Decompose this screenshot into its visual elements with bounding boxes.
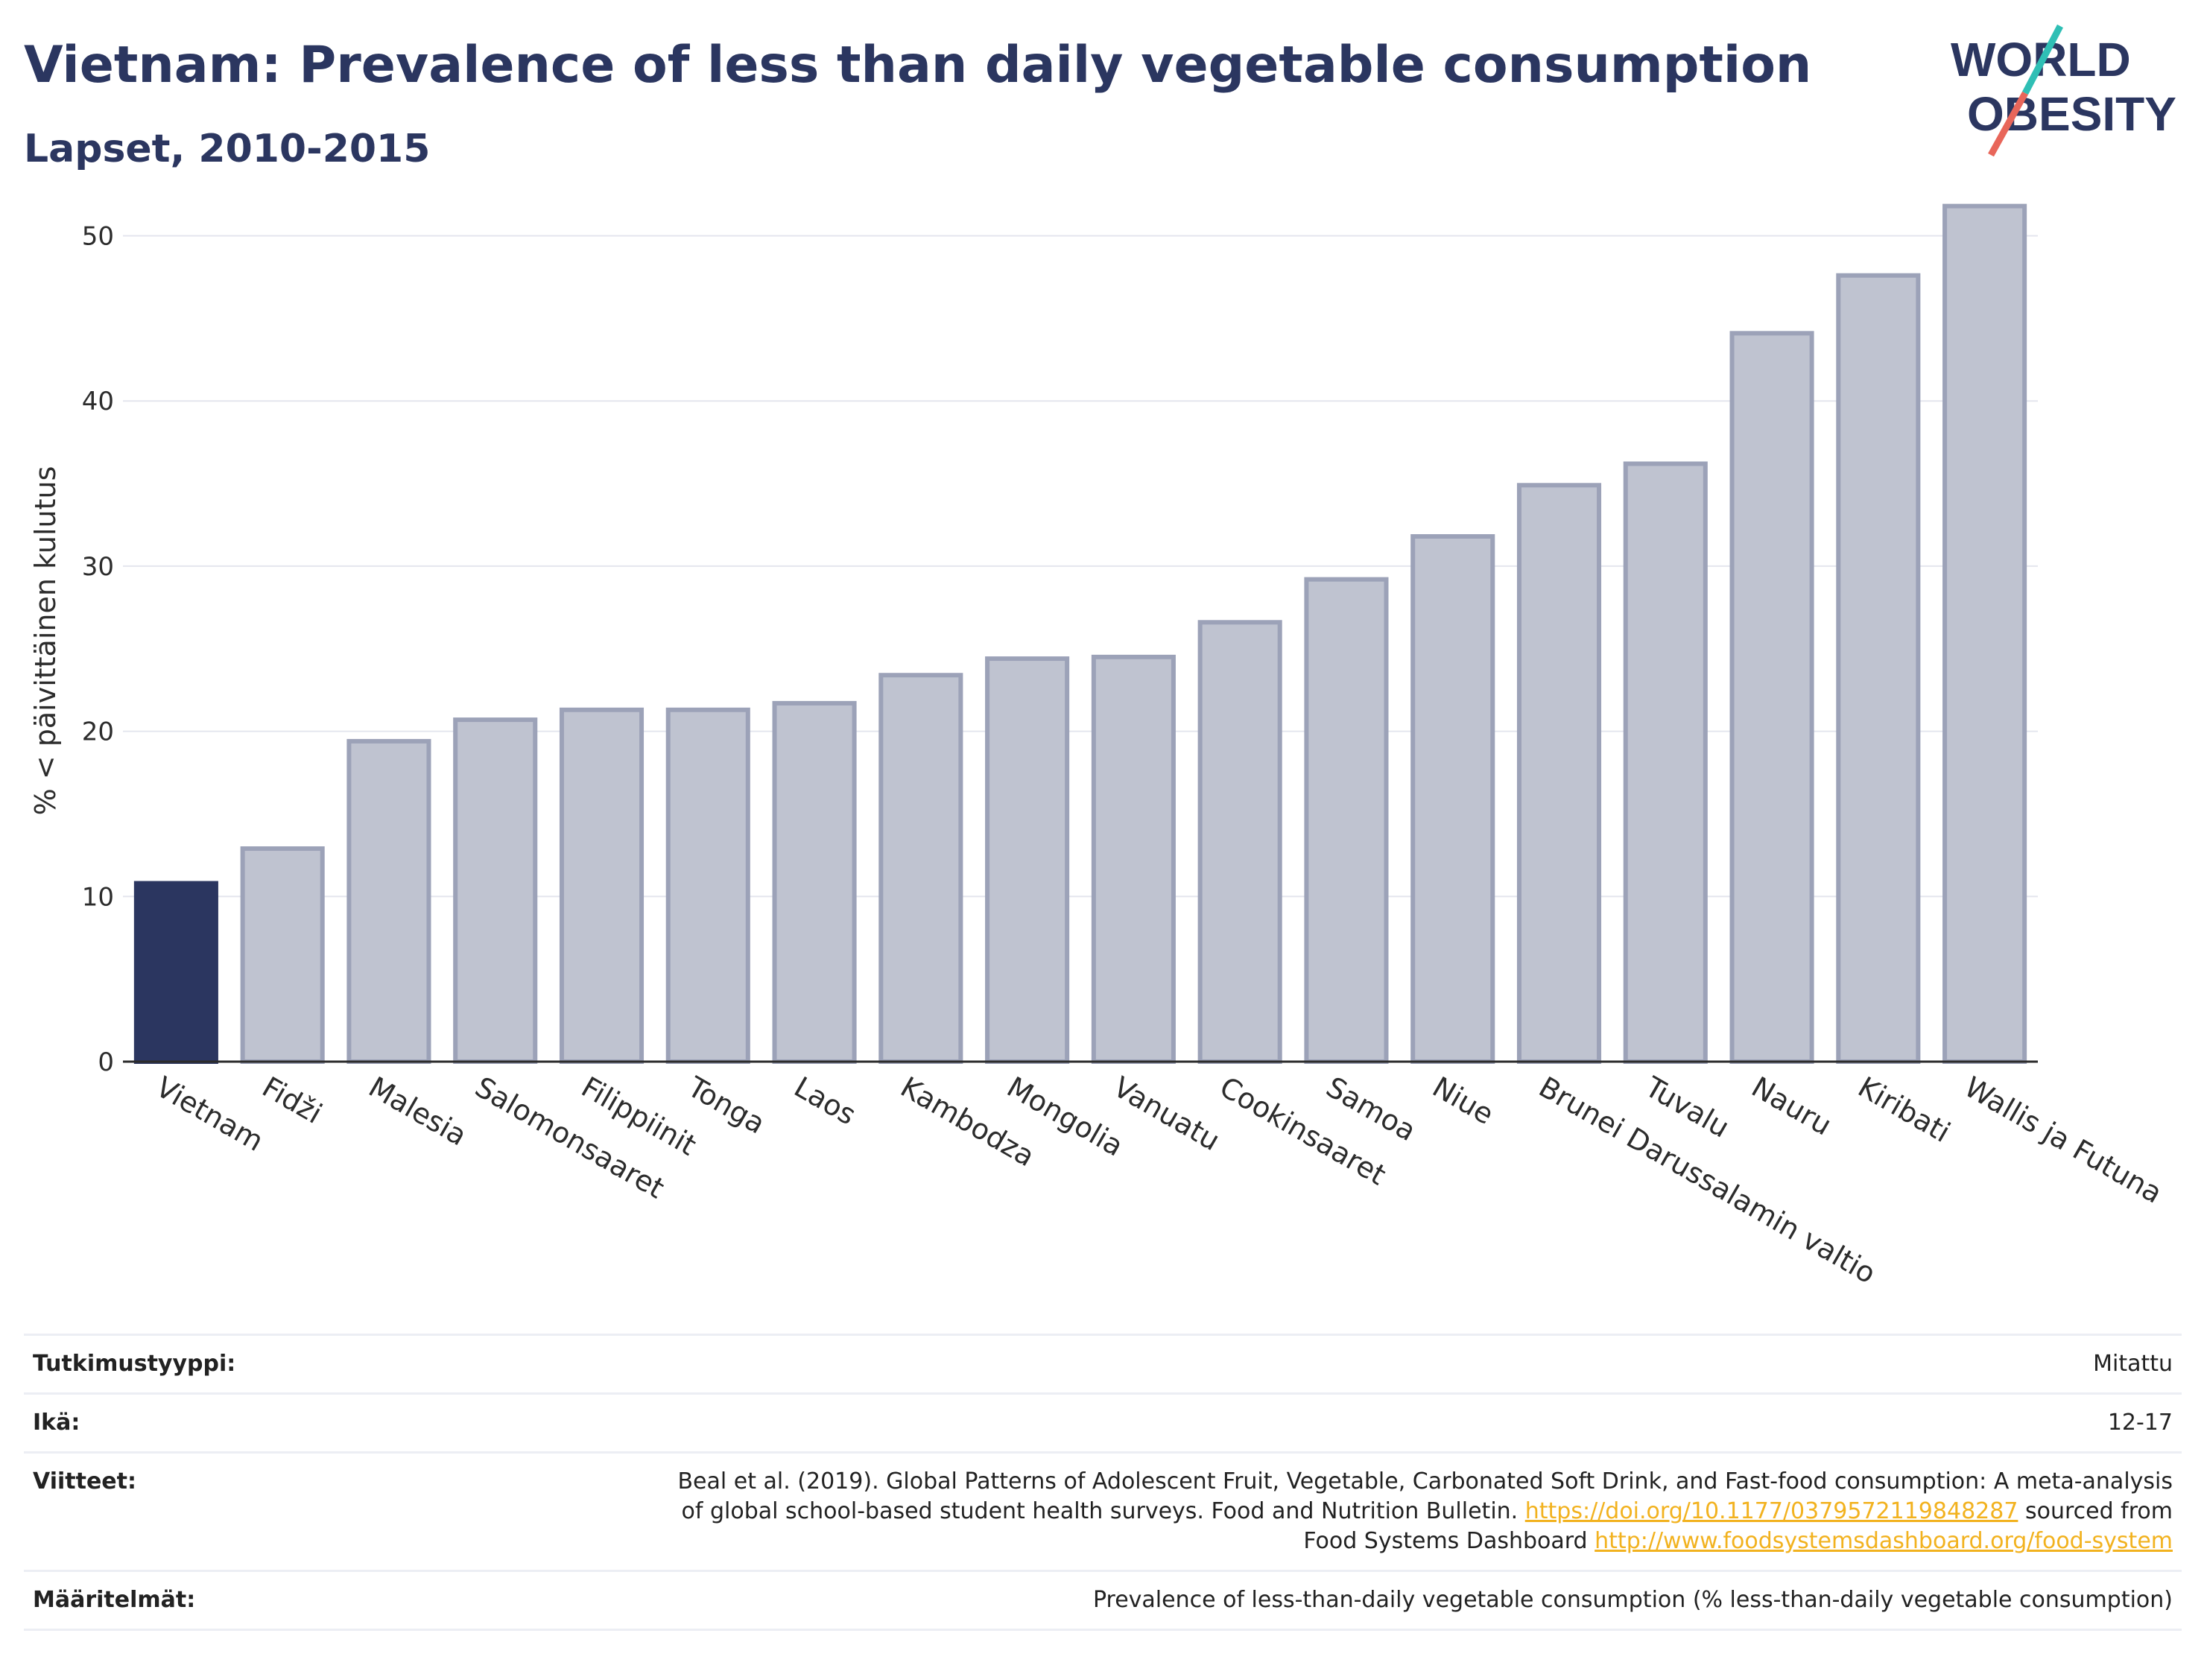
x-tick-label: Laos bbox=[789, 1071, 862, 1132]
info-row-definitions: Määritelmät: Prevalence of less-than-dai… bbox=[24, 1570, 2182, 1631]
info-key: Ikä: bbox=[24, 1392, 265, 1454]
y-tick-label: 10 bbox=[82, 882, 114, 912]
x-tick-label: Vietnam bbox=[151, 1071, 269, 1158]
info-key: Määritelmät: bbox=[24, 1570, 265, 1631]
bar-vanuatu[interactable] bbox=[1091, 654, 1176, 1064]
info-row-age: Ikä: 12-17 bbox=[24, 1392, 2182, 1454]
y-tick-label: 0 bbox=[98, 1047, 114, 1077]
bar-wallis-ja-futuna[interactable] bbox=[1942, 203, 2027, 1064]
bar-salomonsaaret[interactable] bbox=[453, 717, 538, 1064]
info-row-study-type: Tutkimustyyppi: Mitattu bbox=[24, 1334, 2182, 1395]
grid-lines bbox=[123, 235, 2038, 898]
x-tick-label: Nauru bbox=[1747, 1071, 1837, 1142]
info-value: 12-17 bbox=[265, 1392, 2182, 1454]
reference-line2-end: sourced from bbox=[2024, 1498, 2173, 1524]
info-value: Beal et al. (2019). Global Patterns of A… bbox=[265, 1451, 2182, 1572]
y-tick-label: 20 bbox=[82, 717, 114, 747]
bars bbox=[133, 203, 2027, 1064]
reference-line2: of global school-based student health su… bbox=[681, 1498, 1519, 1524]
chart-title: Vietnam: Prevalence of less than daily v… bbox=[24, 36, 1812, 95]
dashboard-link[interactable]: http://www.foodsystemsdashboard.org/food… bbox=[1595, 1528, 2173, 1554]
bar-kambodza[interactable] bbox=[878, 673, 963, 1064]
x-tick-label: Malesia bbox=[363, 1071, 472, 1153]
bar-samoa[interactable] bbox=[1304, 577, 1389, 1064]
info-table: Tutkimustyyppi: Mitattu Ikä: 12-17 Viitt… bbox=[24, 1334, 2182, 1631]
info-value: Mitattu bbox=[265, 1334, 2182, 1395]
reference-line3: Food Systems Dashboard bbox=[1303, 1528, 1588, 1554]
bar-mongolia[interactable] bbox=[985, 656, 1070, 1064]
y-tick-label: 30 bbox=[82, 552, 114, 582]
x-tick-label: Salomonsaaret bbox=[469, 1071, 670, 1205]
bar-laos[interactable] bbox=[772, 700, 857, 1064]
bar-nauru[interactable] bbox=[1729, 331, 1814, 1064]
bar-tuvalu[interactable] bbox=[1623, 461, 1708, 1064]
x-tick-label: Wallis ja Futuna bbox=[1959, 1071, 2167, 1210]
bar-niue[interactable] bbox=[1410, 534, 1495, 1064]
x-tick-label: Kiribati bbox=[1852, 1071, 1956, 1149]
bar-cookinsaaret[interactable] bbox=[1197, 620, 1282, 1064]
chart-subtitle: Lapset, 2010-2015 bbox=[24, 127, 431, 171]
bar-malesia[interactable] bbox=[346, 738, 431, 1064]
logo-slash-teal bbox=[2022, 24, 2063, 95]
info-row-references: Viitteet: Beal et al. (2019). Global Pat… bbox=[24, 1451, 2182, 1572]
doi-link[interactable]: https://doi.org/10.1177/0379572119848287 bbox=[1524, 1498, 2018, 1524]
bar-tonga[interactable] bbox=[665, 707, 750, 1064]
world-obesity-logo: WORLD OBESITY bbox=[1951, 24, 2176, 156]
x-tick-label: Niue bbox=[1427, 1071, 1499, 1131]
info-key: Tutkimustyyppi: bbox=[24, 1334, 265, 1395]
x-tick-label: Vanuatu bbox=[1108, 1071, 1226, 1157]
y-tick-label: 50 bbox=[82, 222, 114, 252]
logo-slash-coral bbox=[1988, 91, 2028, 156]
reference-line1: Beal et al. (2019). Global Patterns of A… bbox=[677, 1468, 2173, 1494]
info-key: Viitteet: bbox=[24, 1451, 265, 1572]
bar-brunei-darussalamin-valtio[interactable] bbox=[1516, 483, 1602, 1064]
x-tick-label: Fidži bbox=[257, 1071, 328, 1130]
y-axis-label: % < päivittäinen kulutus bbox=[29, 466, 62, 816]
bar-filippiinit[interactable] bbox=[559, 707, 645, 1064]
bar-kiribati[interactable] bbox=[1836, 273, 1921, 1064]
info-value: Prevalence of less-than-daily vegetable … bbox=[265, 1570, 2182, 1631]
bar-vietnam[interactable] bbox=[133, 881, 218, 1064]
y-tick-label: 40 bbox=[82, 387, 114, 416]
bar-fid-i[interactable] bbox=[240, 846, 325, 1064]
